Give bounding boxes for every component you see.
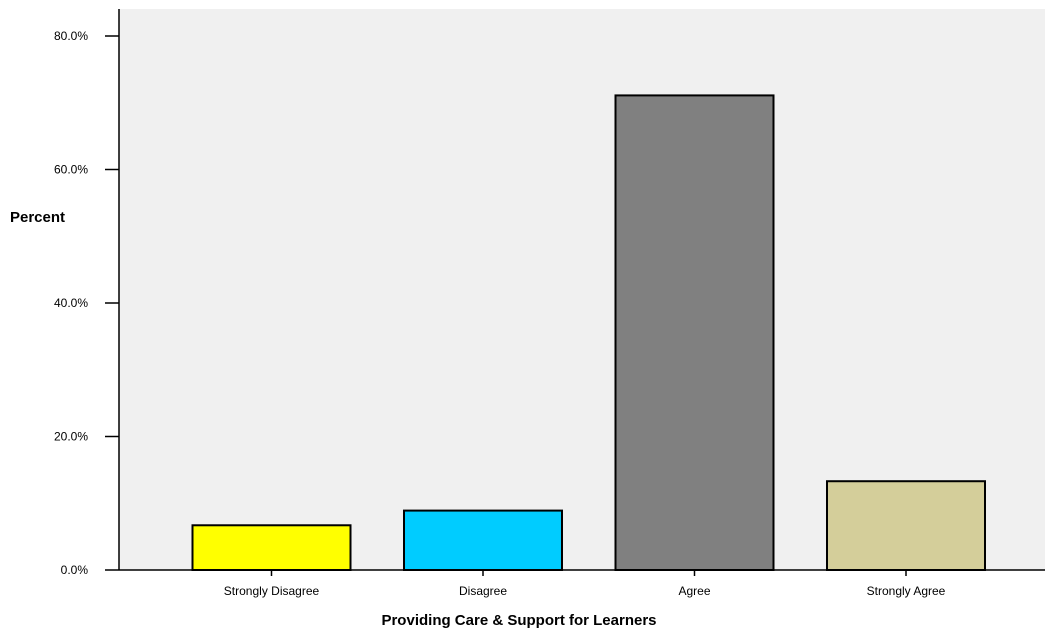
x-category-label: Agree (678, 584, 710, 598)
x-axis-title: Providing Care & Support for Learners (381, 612, 656, 629)
x-axis-categories: Strongly Disagree Disagree Agree Strongly A… (224, 570, 946, 598)
bars (191, 94, 986, 572)
y-tick-label: 20.0% (54, 430, 88, 444)
bar-strongly-agree (826, 480, 986, 571)
y-axis-ticks: 0.0% 20.0% 40.0% 60.0% 80.0% (54, 29, 119, 577)
y-tick-label: 0.0% (61, 563, 89, 577)
y-tick-label: 40.0% (54, 296, 88, 310)
bar-strongly-disagree (191, 524, 352, 572)
x-category-label: Strongly Agree (867, 584, 946, 598)
y-tick-label: 80.0% (54, 29, 88, 43)
bar-agree (614, 94, 775, 571)
x-category-label: Strongly Disagree (224, 584, 320, 598)
bar-disagree (403, 509, 563, 571)
plot-area (119, 9, 1045, 570)
y-axis-title: Percent (10, 209, 65, 226)
y-tick-label: 60.0% (54, 163, 88, 177)
x-category-label: Disagree (459, 584, 507, 598)
